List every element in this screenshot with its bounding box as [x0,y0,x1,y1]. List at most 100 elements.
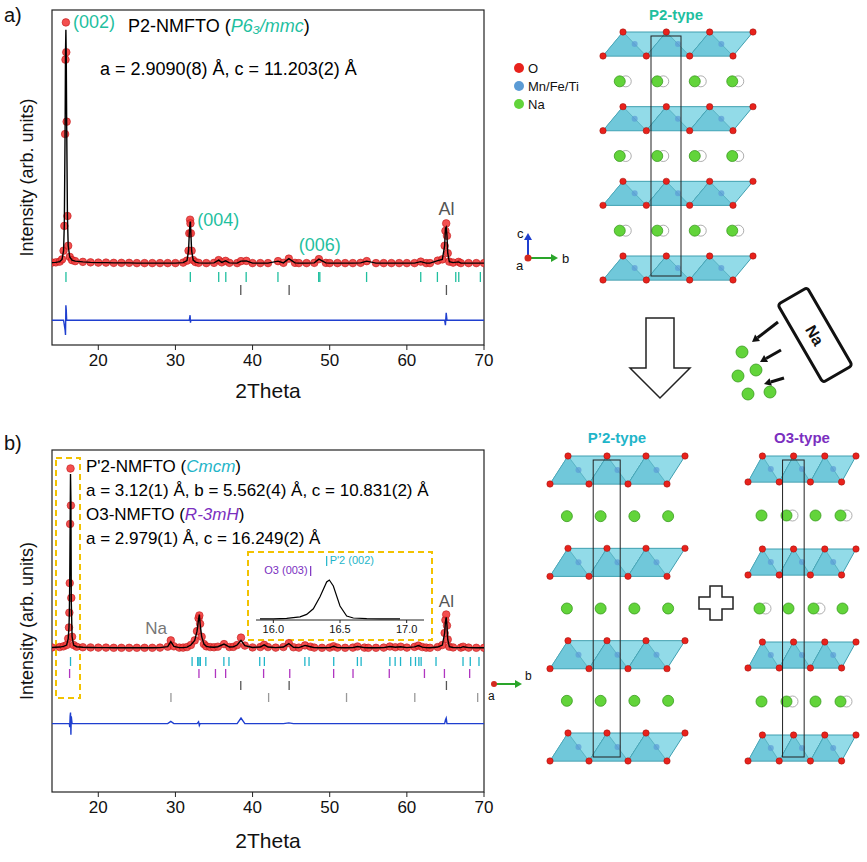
bragg-tick [288,681,289,690]
oxygen-atom [822,453,828,459]
x-tick [484,345,485,350]
metal-atom [576,652,582,658]
bragg-tick [205,657,206,666]
sodium-arrow [760,350,781,362]
bragg-tick [191,657,192,666]
figure: 2030405060702ThetaIntensity (arb. units)… [0,0,867,862]
bragg-tick [277,272,278,282]
oxygen-atom [730,202,736,208]
oxygen-atom [822,639,828,645]
metal-atom [675,265,681,271]
bragg-tick [289,669,290,678]
oxygen-atom [807,572,813,578]
metal-atom [654,744,660,750]
sodium-atom [663,695,674,706]
oxygen-atom [686,53,692,59]
oxygen-atom [686,127,692,133]
bragg-tick [414,693,415,702]
metal-atom [615,467,621,473]
arrow-shaft [494,683,515,685]
legend-swatch [514,81,524,91]
bragg-tick [240,285,241,295]
oxygen-atom [604,453,610,459]
difference-line [52,305,484,335]
oxygen-atom [620,253,626,259]
lattice-parameters: a = 2.9090(8) Å, c = 11.203(2) Å [100,59,357,79]
x-tick-label: 16.5 [329,623,350,635]
sodium-atom [837,603,848,614]
oxygen-atom [604,637,610,643]
oxygen-atom [565,453,571,459]
sodium-atom [689,151,700,162]
oxygen-atom [663,29,669,35]
octahedron [690,181,753,205]
oxygen-atom [776,665,782,671]
oxygen-atom [664,573,670,579]
x-tick-label: 30 [166,798,185,817]
bragg-tick [69,669,70,678]
bragg-tick [170,693,171,702]
axis-arrow-b [494,680,522,688]
sodium-atom [561,603,572,614]
peak-label: (006) [299,235,341,255]
oxygen-atom [790,639,796,645]
oxygen-atom [838,758,844,764]
sodium-atom [561,511,572,522]
oxygen-atom [853,732,859,738]
sodium-atom [810,696,821,707]
metal-atom [768,559,774,565]
crystal-structure [745,453,859,764]
bragg-tick [389,669,390,678]
metal-atom [654,652,660,658]
oxygen-atom [547,573,553,579]
octahedron-face [550,641,589,669]
bragg-tick [333,669,334,678]
oxygen-atom [745,665,751,671]
arrow-head [515,680,522,688]
bragg-tick [225,272,226,282]
metal-atom [718,41,724,47]
octahedron-face [628,733,667,761]
oxygen-atom [547,758,553,764]
sodium-atom [756,696,767,707]
oxygen-atom [682,637,688,643]
oxygen-atom [682,453,688,459]
peak-label: (002) [73,12,115,32]
octahedron-face [550,733,589,761]
plot-marks [52,19,484,335]
bragg-tick [478,657,479,666]
bragg-tick [190,272,191,282]
oxygen-atom [730,127,736,133]
sodium-atom [652,76,663,87]
peak-label: P'2 (002) [330,554,374,566]
octahedron [628,733,685,761]
axis-label: b [525,669,532,683]
highlight-box [56,458,80,698]
octahedron [690,107,753,131]
metal-atom [768,745,774,751]
sodium-atom [663,511,674,522]
sodium-atom [595,695,606,706]
oxygen-atom [643,637,649,643]
oxygen-atom [625,481,631,487]
metal-atom [632,190,638,196]
oxygen-atom [822,732,828,738]
bragg-tick [435,657,436,666]
metal-atom [830,466,836,472]
bragg-tick [462,657,463,666]
bragg-tick [400,657,401,666]
peak-marker [310,566,311,576]
arrow-head [551,254,558,262]
octahedron [628,641,685,669]
bragg-tick [477,693,478,702]
octahedron [810,549,856,575]
oxygen-atom [586,758,592,764]
sodium-ball [742,388,754,400]
bragg-tick [200,657,201,666]
peak-label: (004) [197,210,239,230]
x-tick-label: 40 [243,798,262,817]
oxygen-atom [706,253,712,259]
oxygen-atom [600,277,606,283]
axis-arrow-c [524,233,532,258]
octahedron-face [550,456,589,484]
